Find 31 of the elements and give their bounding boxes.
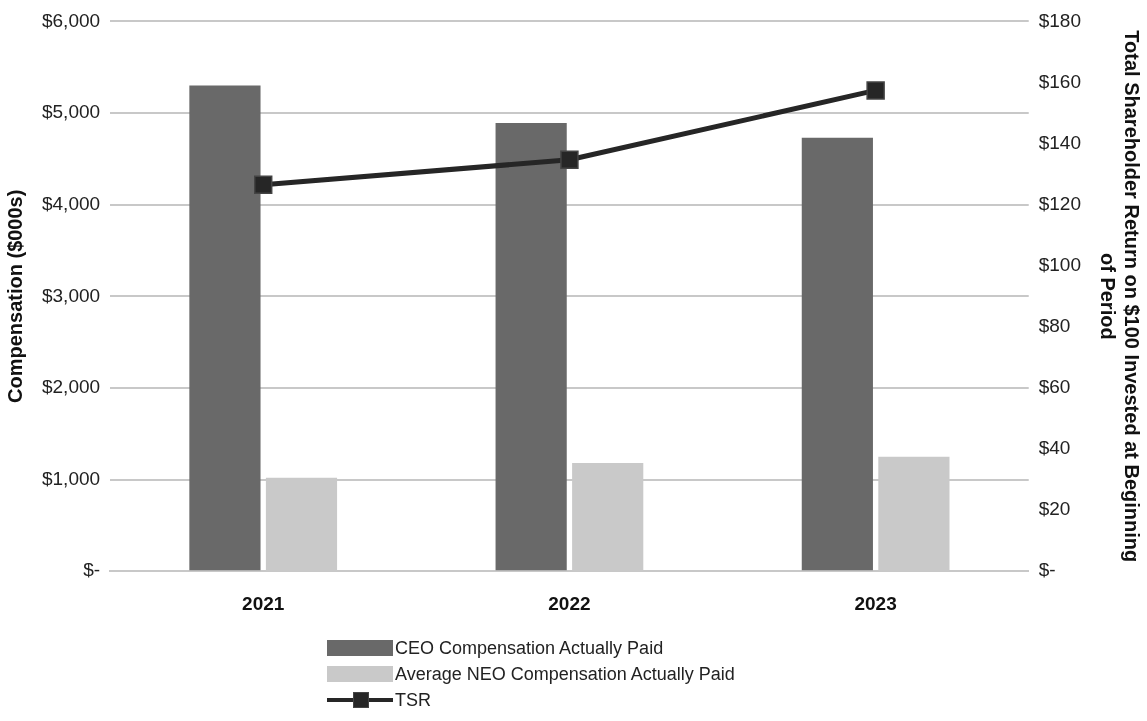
bar <box>189 85 261 571</box>
legend-label: Average NEO Compensation Actually Paid <box>395 663 735 685</box>
bar <box>495 123 567 571</box>
y-tick-label: $3,000 <box>41 284 101 306</box>
y2-tick-label: $40 <box>1038 437 1071 459</box>
y2-tick-label: $140 <box>1038 131 1082 153</box>
point <box>253 175 273 195</box>
y-tick-label: $1,000 <box>41 467 101 489</box>
y-tick-label: $2,000 <box>41 376 101 398</box>
y2-tick-label: $160 <box>1038 70 1082 92</box>
y2-tick-label: $80 <box>1038 315 1071 337</box>
y2-tick-label: $60 <box>1038 376 1071 398</box>
y-tick-label: $- <box>83 559 101 581</box>
point <box>560 150 579 169</box>
y2-tick-label: $120 <box>1038 192 1082 214</box>
legend-label: CEO Compensation Actually Paid <box>395 637 664 659</box>
y-tick-label: $4,000 <box>41 192 101 214</box>
x-tick-label: 2022 <box>548 592 591 614</box>
y-tick-label: $6,000 <box>41 9 101 31</box>
y2-tick-label: $100 <box>1038 253 1082 275</box>
legend-label: TSR <box>395 689 431 711</box>
y2-tick-label: $180 <box>1038 9 1082 31</box>
x-tick-label: 2023 <box>854 592 897 614</box>
bar <box>801 137 873 571</box>
y-axis-title: Compensation ($000s) <box>3 189 26 403</box>
y2-tick-label: $20 <box>1038 498 1071 520</box>
y2-tick-label: $- <box>1038 559 1056 581</box>
y2-axis-title: Total Shareholder Return on $100 Invested at Beginning of Period <box>1097 30 1144 563</box>
point <box>866 81 885 100</box>
y-tick-label: $5,000 <box>41 101 101 123</box>
x-tick-label: 2021 <box>242 592 285 614</box>
